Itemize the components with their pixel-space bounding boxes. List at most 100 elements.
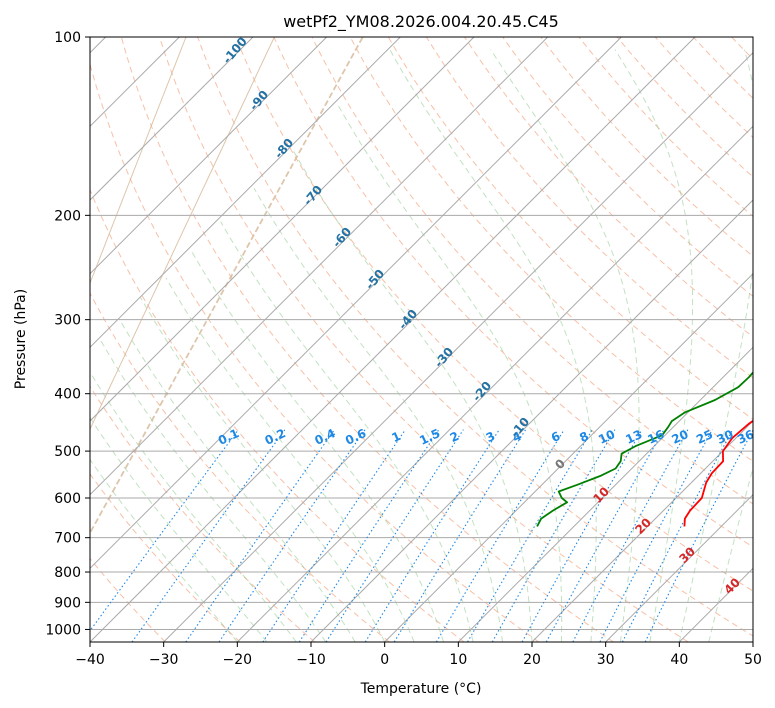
dry-adiabat-label: -60 [330, 225, 355, 251]
plot-area [90, 37, 775, 642]
x-tick-label: −20 [223, 652, 253, 668]
y-tick-label: 200 [54, 208, 81, 224]
dry-adiabat-label: -70 [301, 183, 326, 209]
mixing-ratio-line [545, 429, 665, 642]
moist-adiabat [119, 319, 356, 642]
ice-curve [90, 37, 275, 431]
x-tick-label: 10 [449, 652, 467, 668]
mixing-ratio-label: 36 [735, 427, 756, 447]
mixing-ratio-line [325, 429, 464, 642]
mixing-ratio-label: 25 [694, 427, 715, 447]
isotherm [384, 272, 753, 642]
dry-adiabat [692, 37, 753, 99]
moist-adiabat [253, 187, 503, 642]
isotherm [90, 37, 475, 422]
x-tick-label: 30 [597, 652, 615, 668]
dry-adiabat-label: -20 [470, 379, 495, 405]
dewpoint-profile [536, 371, 753, 527]
isotherm [310, 199, 753, 642]
moist-adiabat [490, 49, 640, 642]
mixing-ratio-line [90, 429, 239, 632]
y-tick-label: 800 [54, 565, 81, 581]
dry-adiabat [425, 37, 753, 379]
isotherm [90, 37, 696, 642]
y-tick-label: 100 [54, 30, 81, 46]
dry-adiabat [273, 37, 753, 548]
mixing-ratio-label: 3 [484, 429, 497, 445]
y-tick-label: 600 [54, 491, 81, 507]
moist-adiabat [678, 49, 753, 642]
dry-adiabat [197, 37, 753, 637]
dry-adiabat [120, 37, 614, 642]
dry-adiabat [616, 37, 753, 178]
mixing-ratio-label: 30 [714, 427, 735, 447]
dry-adiabat [90, 473, 241, 642]
dry-adiabat [387, 37, 753, 420]
isotherm [90, 37, 401, 349]
moist-adiabat [708, 465, 753, 642]
mixing-ratio-label: 0.1 [216, 426, 241, 448]
mixing-ratio-line [491, 429, 616, 642]
mixing-ratio-label: 13 [623, 427, 644, 447]
moist-adiabat-label: 30 [676, 544, 698, 566]
mixing-ratio-line [572, 429, 689, 642]
y-tick-label: 700 [54, 531, 81, 547]
y-axis-label: Pressure (hPa) [13, 289, 29, 389]
mixing-ratio-label: 6 [549, 429, 562, 445]
moist-adiabat [139, 297, 386, 642]
dry-adiabat [159, 37, 689, 642]
dry-adiabat [235, 37, 753, 592]
mixing-ratio-line [644, 429, 753, 642]
moist-adiabat [90, 370, 297, 642]
isotherm [531, 420, 753, 642]
dry-adiabat-label: -80 [272, 136, 297, 162]
dry-adiabat [90, 385, 316, 642]
ice-curve [90, 37, 187, 285]
moist-adiabat [90, 458, 238, 642]
mixing-ratio-line [435, 429, 565, 642]
x-tick-label: 40 [670, 652, 688, 668]
mixing-ratio-label: 16 [645, 427, 666, 447]
temperature-profile [683, 419, 753, 527]
moist-adiabat [614, 49, 694, 642]
moist-adiabat [220, 221, 474, 642]
dry-adiabat-label: -40 [396, 307, 421, 333]
dry-adiabat-label: -50 [363, 267, 388, 293]
mixing-ratio-label: 0.2 [263, 426, 288, 448]
isotherm [90, 37, 254, 201]
ice-curve [90, 37, 364, 535]
y-tick-label: 1000 [45, 622, 81, 638]
moist-adiabat [90, 416, 268, 642]
mixing-ratio-line [599, 429, 713, 642]
dry-adiabat [540, 37, 753, 257]
isotherm [90, 37, 622, 570]
dry-adiabat [311, 37, 753, 505]
x-tick-label: −40 [75, 652, 105, 668]
moist-adiabat [100, 340, 327, 642]
mixing-ratio-label: 0.6 [343, 426, 368, 448]
y-tick-label: 900 [54, 595, 81, 611]
dry-adiabat [654, 37, 753, 139]
moist-adiabat [165, 277, 415, 642]
mixing-ratio-line [364, 429, 500, 642]
x-tick-label: 0 [380, 652, 389, 668]
chart-title: wetPf2_YM08.2026.004.20.45.C45 [283, 12, 559, 32]
lcl-label: 0 [552, 456, 568, 472]
moist-adiabat [191, 251, 445, 642]
dry-adiabat-label: -30 [432, 345, 457, 371]
x-tick-label: 50 [744, 652, 762, 668]
line-labels: 0.1 0.2 0.4 0.6 1 1.5 2 3 4 6 8 10 13 16 20 25 30 36-100-… [216, 34, 756, 597]
isotherm [752, 641, 753, 642]
dry-adiabat [349, 37, 753, 462]
moist-adiabat [292, 149, 533, 642]
dry-adiabat [770, 37, 775, 642]
dry-adiabat-label: -90 [247, 88, 272, 114]
dry-adiabat [90, 62, 540, 642]
dry-adiabat [502, 37, 753, 297]
x-axis-label: Temperature (°C) [360, 681, 482, 697]
mixing-ratio-label: 1.5 [417, 426, 442, 448]
plot-frame [89, 36, 754, 643]
axis-ticks: −40 −30 −20 −10 0 10 20 30 40 5010020030040050060… [45, 30, 762, 668]
mixing-ratio-line [521, 429, 643, 642]
